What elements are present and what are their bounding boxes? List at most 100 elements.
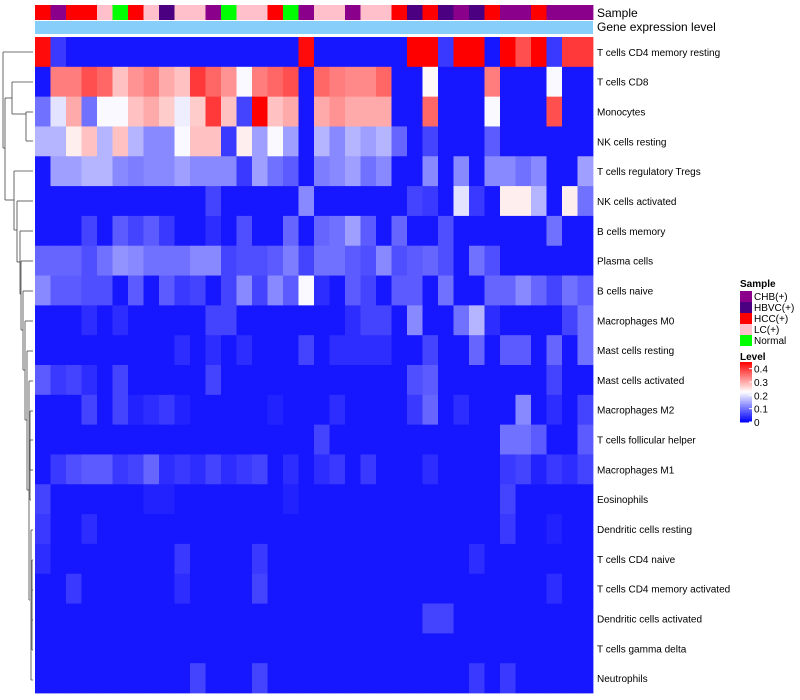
heatmap-cell xyxy=(407,96,423,127)
heatmap-cell xyxy=(190,96,206,127)
sample-annotation-cell xyxy=(360,5,377,20)
heatmap-cell xyxy=(515,275,532,306)
heatmap-cell xyxy=(531,275,547,306)
heatmap-cell xyxy=(407,633,423,664)
row-label: T cells gamma delta xyxy=(597,644,687,655)
heatmap-cell xyxy=(252,245,268,276)
heatmap-cell xyxy=(546,126,563,157)
heatmap-cell xyxy=(128,484,144,515)
heatmap-cell xyxy=(422,543,439,575)
heatmap-cell xyxy=(469,394,485,426)
heatmap-cell xyxy=(97,484,113,515)
heatmap-cell xyxy=(66,633,82,664)
heatmap-cell xyxy=(391,186,408,217)
heatmap-cell xyxy=(391,514,408,545)
heatmap-cell xyxy=(50,66,67,98)
heatmap-cell xyxy=(159,543,175,575)
heatmap-cell xyxy=(143,126,160,157)
heatmap-cell xyxy=(453,543,470,575)
heatmap-cell xyxy=(546,245,563,276)
heatmap-cell xyxy=(329,37,346,68)
heatmap-cell xyxy=(531,365,547,396)
heatmap-cell xyxy=(422,394,439,426)
row-label: T cells CD8 xyxy=(597,78,649,89)
heatmap-cell xyxy=(562,424,578,455)
heatmap-cell xyxy=(283,335,299,366)
heatmap-cell xyxy=(345,454,361,485)
heatmap-cell xyxy=(298,186,315,217)
heatmap-cell xyxy=(252,186,268,217)
heatmap-cell xyxy=(391,365,408,396)
heatmap-cell xyxy=(500,573,516,604)
heatmap-cell xyxy=(422,365,439,396)
heatmap-cell xyxy=(407,156,423,187)
heatmap-cell xyxy=(190,245,206,276)
heatmap-cell xyxy=(236,663,253,694)
heatmap-cell xyxy=(422,126,439,157)
heatmap-cell xyxy=(66,454,82,485)
heatmap-cell xyxy=(407,365,423,396)
sample-annotation-cell xyxy=(438,5,454,20)
heatmap-cell xyxy=(360,603,377,634)
heatmap-cell xyxy=(577,96,594,127)
heatmap-cell xyxy=(267,245,284,276)
heatmap-cell xyxy=(407,305,423,336)
heatmap-cell xyxy=(267,633,284,664)
heatmap-cell xyxy=(422,186,439,217)
heatmap-cell xyxy=(143,37,160,68)
heatmap-cell xyxy=(205,335,222,366)
sample-annotation-cell xyxy=(128,5,144,20)
heatmap-cell xyxy=(159,365,175,396)
heatmap-cell xyxy=(360,96,377,127)
heatmap-cell xyxy=(190,365,206,396)
heatmap-cell xyxy=(81,484,98,515)
heatmap-cell xyxy=(128,245,144,276)
heatmap-cell xyxy=(546,96,563,127)
heatmap-cell xyxy=(329,96,346,127)
heatmap-cell xyxy=(329,394,346,426)
heatmap-cell xyxy=(66,573,82,604)
heatmap-cell xyxy=(577,245,594,276)
heatmap-cell xyxy=(97,305,113,336)
heatmap-cell xyxy=(314,156,330,187)
heatmap-cell xyxy=(469,126,485,157)
heatmap-cell xyxy=(190,454,206,485)
heatmap-cell xyxy=(66,275,82,306)
heatmap-cell xyxy=(484,275,501,306)
heatmap-cell xyxy=(81,215,98,247)
heatmap-cell xyxy=(438,543,454,575)
heatmap-cell xyxy=(81,514,98,545)
heatmap-cell xyxy=(391,663,408,694)
heatmap-cell xyxy=(81,66,98,98)
heatmap-cell xyxy=(50,454,67,485)
heatmap-cell xyxy=(159,424,175,455)
heatmap-cell xyxy=(128,424,144,455)
heatmap-cell xyxy=(298,543,315,575)
heatmap-cell xyxy=(283,66,299,98)
heatmap-cell xyxy=(66,215,82,247)
sample-legend-title: Sample xyxy=(740,279,776,290)
heatmap-cell xyxy=(267,215,284,247)
heatmap-cell xyxy=(531,573,547,604)
heatmap-cell xyxy=(329,424,346,455)
heatmap-cell xyxy=(376,305,392,336)
heatmap-cell xyxy=(112,66,129,98)
heatmap-cell xyxy=(484,156,501,187)
heatmap-cell xyxy=(205,663,222,694)
heatmap-cell xyxy=(143,424,160,455)
heatmap-cell xyxy=(314,335,330,366)
heatmap-cell xyxy=(562,245,578,276)
heatmap-cell xyxy=(531,543,547,575)
heatmap-cell xyxy=(50,663,67,694)
sample-annotation-cell xyxy=(562,5,578,20)
heatmap-cell xyxy=(221,603,237,634)
heatmap-cell xyxy=(221,186,237,217)
heatmap-cell xyxy=(298,484,315,515)
heatmap-cell xyxy=(50,275,67,306)
heatmap-cell xyxy=(469,156,485,187)
heatmap-cell xyxy=(345,633,361,664)
heatmap-cell xyxy=(469,514,485,545)
heatmap-cell xyxy=(252,275,268,306)
heatmap-cell xyxy=(283,126,299,157)
heatmap-cell xyxy=(143,454,160,485)
